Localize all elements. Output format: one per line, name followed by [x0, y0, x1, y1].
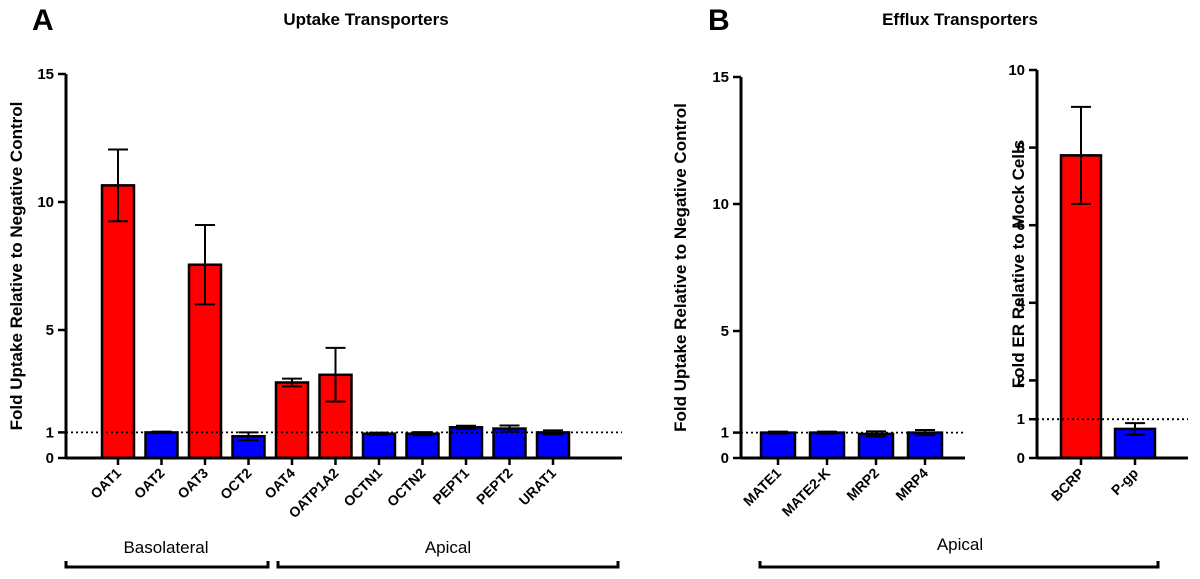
c0-bar — [405, 432, 440, 460]
panel-b-letter: B — [708, 4, 730, 37]
c0-bar — [492, 427, 527, 460]
panel-a-letter: A — [32, 4, 54, 37]
basolateral-bracket — [64, 561, 270, 569]
c1-y-tick-label: 1 — [721, 425, 729, 442]
c0-bar — [100, 184, 136, 460]
basolateral-label: Basolateral — [123, 538, 208, 557]
c2-category-label: BCRP — [1048, 465, 1087, 504]
c2-y-tick-label: 4 — [1017, 295, 1026, 312]
c0-bar — [274, 381, 310, 460]
c0-y-tick-label: 15 — [37, 66, 54, 83]
c2-y-tick-label: 10 — [1008, 62, 1025, 79]
c1-bar — [759, 431, 797, 460]
c0-category-label: OAT3 — [174, 465, 211, 502]
c0-category-label: URAT1 — [516, 465, 560, 509]
c2-y-tick-label: 8 — [1017, 140, 1025, 157]
apical-bracket-a — [276, 561, 620, 569]
c0-category-label: OCT2 — [217, 465, 255, 503]
c1-category-label: MRP2 — [843, 465, 882, 504]
c1-y-tick-label: 5 — [721, 323, 729, 340]
apical-label-b: Apical — [937, 535, 983, 554]
c1-bar — [808, 431, 846, 460]
c0-category-label: PEPT2 — [473, 465, 516, 508]
c0-y-tick-label: 10 — [37, 194, 54, 211]
c1-bar — [857, 432, 895, 460]
c2-y-tick-label: 0 — [1017, 450, 1025, 467]
c1-y-axis-title: Fold Uptake Relative to Negative Control — [671, 103, 690, 432]
c2-y-axis-title: Fold ER Relative to Mock Cells — [1009, 140, 1028, 388]
apical-bracket-b — [758, 561, 1160, 569]
c0-y-tick-label: 1 — [46, 424, 54, 441]
c0-bar — [144, 431, 179, 460]
c2-y-tick-label: 1 — [1017, 411, 1025, 428]
c0-y-tick-label: 0 — [46, 450, 54, 467]
c0-y-axis-title: Fold Uptake Relative to Negative Control — [7, 102, 26, 431]
c1-category-label: MATE2-K — [779, 465, 834, 520]
c0-category-label: OCTN2 — [384, 465, 429, 510]
c1-category-label: MRP4 — [892, 465, 931, 504]
c1-y-tick-label: 0 — [721, 450, 729, 467]
c0-category-label: OCTN1 — [340, 465, 385, 510]
efflux-er-chart: 0 1 2 4 6 8 10 Fold ER Relative to Mock Cells BC… — [1008, 62, 1188, 504]
c2-category-label: P-gp — [1108, 465, 1141, 498]
c1-category-label: MATE1 — [740, 465, 784, 509]
panel-b-title: Efflux Transporters — [882, 10, 1038, 29]
c0-bar — [361, 432, 397, 460]
c0-category-label: OAT4 — [261, 465, 298, 502]
c1-bar — [906, 431, 944, 460]
c0-bar — [535, 431, 571, 460]
c0-category-label: OAT2 — [131, 465, 168, 502]
c2-y-tick-label: 6 — [1017, 217, 1025, 234]
c1-y-tick-label: 10 — [712, 196, 729, 213]
c0-y-tick-label: 5 — [46, 322, 54, 339]
c2-y-tick-label: 2 — [1017, 372, 1025, 389]
panel-a-title: Uptake Transporters — [283, 10, 448, 29]
c0-category-label: OAT1 — [87, 465, 124, 502]
c2-bar — [1059, 154, 1103, 460]
c0-category-label: PEPT1 — [429, 465, 472, 508]
apical-label-a: Apical — [425, 538, 471, 557]
c1-y-tick-label: 15 — [712, 69, 729, 86]
